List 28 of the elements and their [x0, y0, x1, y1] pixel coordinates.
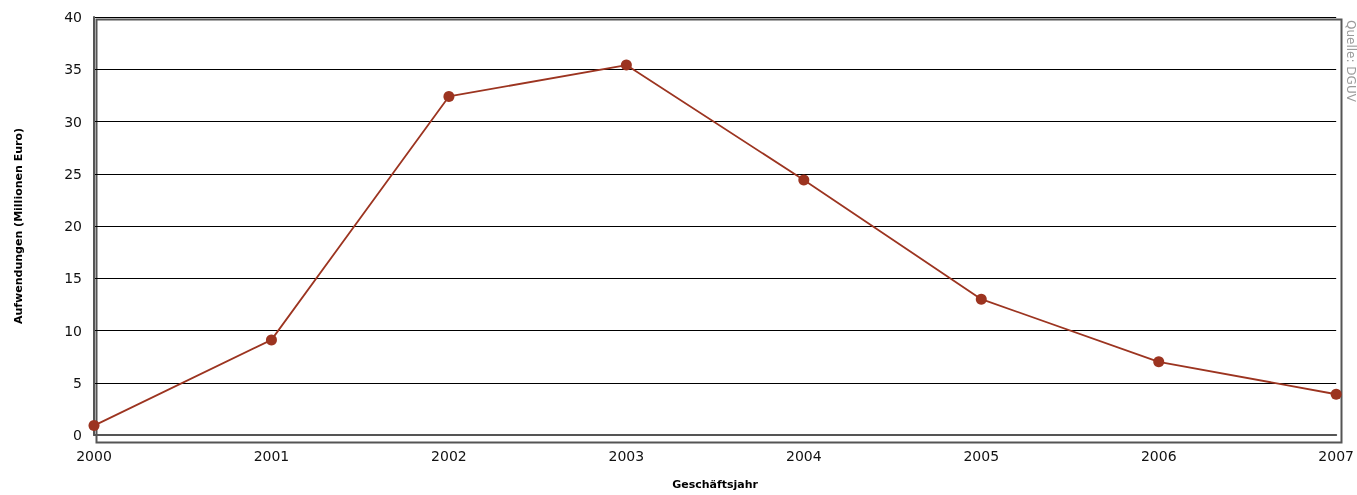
x-tick-label: 2001: [253, 448, 290, 464]
source-note: Quelle: DGUV: [1344, 20, 1357, 103]
point: [620, 59, 632, 71]
point: [798, 174, 810, 186]
x-tick-label: 2000: [76, 448, 112, 464]
y-tick-label: 10: [64, 322, 82, 339]
x-tick-label: 2003: [608, 448, 645, 464]
y-tick-label: 35: [64, 61, 82, 78]
x-tick-label: 2007: [1318, 448, 1355, 464]
point: [88, 420, 100, 432]
y-tick-label: 25: [64, 165, 82, 182]
point: [975, 293, 987, 305]
point: [265, 334, 277, 346]
x-tick-label: 2005: [963, 448, 1000, 464]
point: [443, 90, 455, 102]
y-tick-label: 15: [64, 270, 82, 287]
y-tick-label: 20: [64, 218, 82, 234]
x-tick-label: 2004: [786, 448, 822, 464]
y-tick-label: 0: [73, 427, 82, 443]
point: [1330, 388, 1342, 400]
y-tick-label: 5: [73, 374, 82, 391]
point: [1153, 356, 1165, 368]
y-tick-label: 30: [64, 113, 82, 130]
y-tick-label: 40: [64, 9, 82, 25]
x-tick-label: 2006: [1140, 448, 1177, 464]
x-axis-title: Geschäftsjahr: [672, 478, 759, 491]
y-axis-title: Aufwendungen (Millionen Euro): [12, 127, 25, 325]
x-tick-label: 2002: [431, 448, 467, 464]
